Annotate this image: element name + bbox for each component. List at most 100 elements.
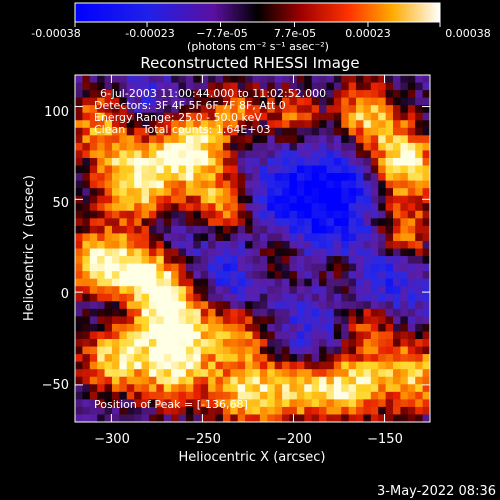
heatmap-cell [104,165,113,174]
heatmap-cell [215,414,224,422]
heatmap-cell [119,369,128,378]
heatmap-cell [252,82,261,91]
heatmap-cell [156,308,165,317]
heatmap-cell [111,286,120,295]
heatmap-cell [111,225,120,235]
heatmap-cell [259,399,268,408]
heatmap-cell [267,256,276,265]
heatmap-cell [104,323,113,333]
heatmap-cell [296,157,305,167]
heatmap-cell [156,112,165,121]
heatmap-cell [89,165,98,174]
heatmap-cell [237,278,246,287]
heatmap-cell [393,135,402,144]
heatmap-cell [348,210,357,219]
heatmap-cell [289,203,298,212]
heatmap-cell [296,142,305,152]
heatmap-cell [148,414,157,422]
heatmap-cell [363,391,372,400]
heatmap-cell [415,75,424,84]
heatmap-cell [385,308,394,317]
heatmap-cell [185,248,194,257]
heatmap-cell [126,286,135,295]
heatmap-cell [415,195,424,204]
heatmap-cell [200,384,209,393]
heatmap-cell [245,278,254,287]
heatmap-cell [274,293,283,302]
heatmap-cell [422,286,430,295]
heatmap-cell [422,157,430,167]
heatmap-cell [156,180,165,189]
heatmap-cell [393,97,402,106]
heatmap-cell [119,256,128,265]
heatmap-cell [341,256,350,265]
heatmap-cell [208,180,217,189]
heatmap-cell [400,376,409,385]
heatmap-cell [333,346,342,355]
heatmap-cell [363,339,372,348]
heatmap-cell [82,233,91,242]
heatmap-cell [311,105,320,114]
heatmap-cell [178,361,187,370]
heatmap-cell [363,157,372,167]
heatmap-cell [378,90,387,99]
heatmap-cell [215,376,224,385]
heatmap-cell [171,120,180,129]
heatmap-cell [407,376,416,385]
heatmap-cell [200,391,209,400]
heatmap-cell [156,293,165,302]
heatmap-cell [415,406,424,416]
heatmap-cell [245,308,254,317]
heatmap-cell [171,391,180,400]
heatmap-cell [370,308,379,317]
heatmap-cell [185,150,194,159]
heatmap-cell [193,361,202,370]
heatmap-cell [363,271,372,280]
heatmap-cell [126,142,135,152]
heatmap-cell [393,210,402,219]
heatmap-cell [356,135,365,144]
heatmap-cell [363,346,372,355]
heatmap-cell [237,233,246,242]
heatmap-cell [252,391,261,400]
heatmap-cell [163,346,172,355]
heatmap-cell [415,135,424,144]
heatmap-cell [215,142,224,152]
heatmap-cell [341,391,350,400]
heatmap-cell [289,301,298,310]
heatmap-cell [222,339,231,348]
heatmap-cell [134,233,143,242]
heatmap-cell [289,248,298,257]
heatmap-cell [356,150,365,159]
heatmap-cell [119,180,128,189]
heatmap-cell [356,188,365,197]
heatmap-cell [319,105,328,114]
heatmap-cell [178,369,187,378]
heatmap-cell [282,256,291,265]
heatmap-cell [296,240,305,250]
heatmap-cell [163,120,172,129]
heatmap-cell [134,142,143,152]
heatmap-cell [126,75,135,84]
heatmap-cell [319,127,328,136]
heatmap-cell [75,354,83,363]
heatmap-cell [215,112,224,121]
heatmap-cell [385,293,394,302]
heatmap-cell [200,135,209,144]
heatmap-cell [259,331,268,340]
heatmap-cell [407,354,416,363]
heatmap-cell [185,354,194,363]
heatmap-cell [126,278,135,287]
heatmap-cell [348,346,357,355]
heatmap-cell [104,248,113,257]
heatmap-cell [296,414,305,422]
heatmap-cell [400,286,409,295]
heatmap-cell [370,75,379,84]
heatmap-cell [393,323,402,333]
heatmap-cell [230,135,239,144]
heatmap-cell [282,361,291,370]
heatmap-cell [156,218,165,227]
heatmap-cell [230,369,239,378]
heatmap-cell [171,173,180,182]
heatmap-cell [393,120,402,129]
